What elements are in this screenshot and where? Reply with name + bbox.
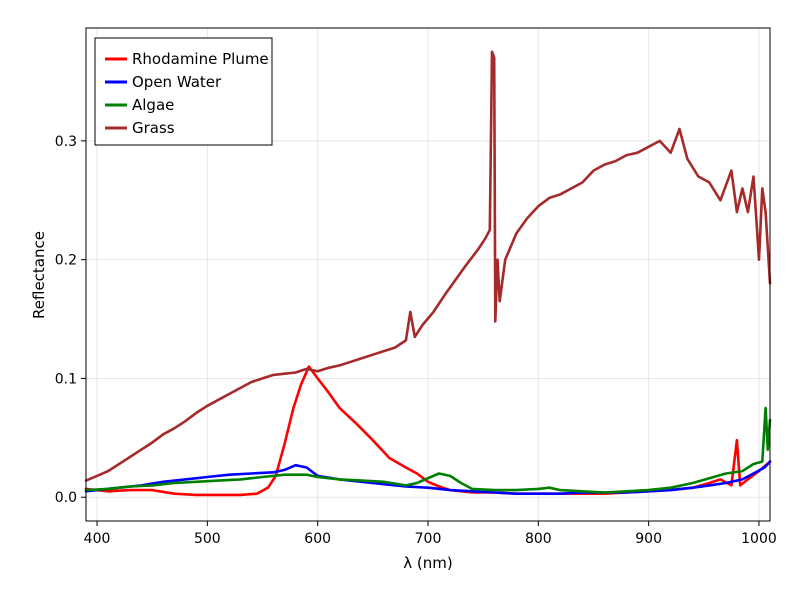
x-axis-label: λ (nm) [403, 554, 452, 572]
y-tick-label: 0.1 [55, 371, 77, 387]
x-tick-label: 700 [415, 531, 442, 547]
series-line-rhodamine-plume [84, 365, 772, 497]
axis-ticks: 400 500 600 700 800 900 1000 0.0 0.1 0.2 0.3 [55, 134, 777, 547]
x-tick-label: 900 [635, 531, 662, 547]
legend-label-algae: Algae [132, 96, 174, 114]
y-tick-label: 0.2 [55, 253, 77, 269]
x-tick-label: 600 [304, 531, 331, 547]
y-axis-label: Reflectance [30, 231, 48, 319]
x-tick-label: 400 [84, 531, 111, 547]
legend-label-grass: Grass [132, 119, 175, 137]
x-tick-label: 800 [525, 531, 552, 547]
legend-label-open-water: Open Water [132, 73, 222, 91]
y-tick-label: 0.3 [55, 134, 77, 150]
series-lines [84, 50, 772, 497]
x-tick-label: 500 [194, 531, 221, 547]
legend: Rhodamine Plume Open Water Algae Grass [94, 37, 273, 146]
x-tick-label: 1000 [741, 531, 777, 547]
legend-label-rhodamine-plume: Rhodamine Plume [132, 50, 269, 68]
series-line-open-water [84, 460, 772, 495]
y-tick-label: 0.0 [55, 490, 77, 506]
series-line-grass [84, 50, 772, 482]
series-line-algae [84, 406, 772, 494]
